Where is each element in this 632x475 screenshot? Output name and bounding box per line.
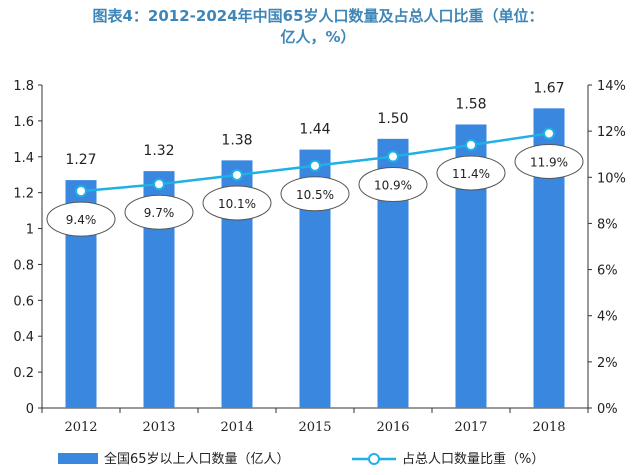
percent-label-ellipse xyxy=(358,167,428,203)
y-right-tick-label: 2% xyxy=(597,356,618,371)
bar-value-label: 1.67 xyxy=(533,80,564,96)
y-left-tick-label: 0.8 xyxy=(13,258,34,273)
y-left-tick-label: 1.2 xyxy=(13,187,34,202)
y-left-tick-label: 0.4 xyxy=(13,330,34,345)
x-tick-label: 2018 xyxy=(532,420,565,435)
bar-value-label: 1.44 xyxy=(299,122,330,138)
x-tick-label: 2015 xyxy=(298,420,331,435)
bar-value-label: 1.32 xyxy=(143,143,174,159)
y-left-tick-label: 0.6 xyxy=(13,294,34,309)
chart-title-line-1: 图表4：2012-2024年中国65岁人口数量及占总人口比重（单位： xyxy=(92,7,544,25)
bar-value-label: 1.50 xyxy=(377,111,408,127)
percent-label-ellipse xyxy=(46,201,116,237)
y-right-tick-label: 8% xyxy=(597,217,618,232)
line-point xyxy=(309,159,321,172)
y-right-tick-label: 10% xyxy=(597,171,626,186)
legend-line-marker xyxy=(368,453,380,465)
percent-value-label: 11.9% xyxy=(530,155,568,169)
y-right-tick-label: 14% xyxy=(597,79,626,94)
legend-bar-label: 全国65岁以上人口数量（亿人） xyxy=(104,451,290,467)
chart-title: 图表4：2012-2024年中国65岁人口数量及占总人口比重（单位： 亿人，%） xyxy=(8,6,628,48)
legend-line-label: 占总人口数量比重（%） xyxy=(402,451,544,467)
x-tick-label: 2013 xyxy=(142,420,175,435)
line-point xyxy=(465,138,477,151)
percent-label-ellipse xyxy=(280,176,350,212)
x-tick-label: 2017 xyxy=(454,420,487,435)
percent-value-label: 9.7% xyxy=(144,206,175,220)
percent-label-ellipse xyxy=(514,143,584,179)
x-tick-label: 2014 xyxy=(220,420,253,435)
percent-value-label: 10.9% xyxy=(374,179,412,193)
line-point xyxy=(543,127,555,140)
x-tick-label: 2012 xyxy=(64,420,97,435)
percent-label-ellipse xyxy=(202,185,272,221)
y-left-tick-label: 0.2 xyxy=(13,366,34,381)
y-left-tick-label: 1.6 xyxy=(13,115,34,130)
percent-label-ellipse xyxy=(436,155,506,191)
y-left-tick-label: 1.4 xyxy=(13,151,34,166)
line-point xyxy=(387,150,399,163)
percent-value-label: 11.4% xyxy=(452,167,490,181)
y-right-tick-label: 0% xyxy=(597,402,618,417)
percent-value-label: 10.1% xyxy=(218,197,256,211)
y-left-tick-label: 1.8 xyxy=(13,79,34,94)
y-right-tick-label: 6% xyxy=(597,264,618,279)
y-right-tick-label: 12% xyxy=(597,125,626,140)
chart-title-line-2: 亿人，%） xyxy=(280,28,356,46)
line-point xyxy=(153,178,165,191)
y-left-tick-label: 1 xyxy=(26,223,34,238)
bar-value-label: 1.38 xyxy=(221,132,252,148)
line-point xyxy=(75,185,87,198)
bar-value-label: 1.27 xyxy=(65,152,96,168)
y-left-tick-label: 0 xyxy=(26,402,34,417)
x-tick-label: 2016 xyxy=(376,420,409,435)
legend-bar-swatch xyxy=(58,453,98,464)
line-point xyxy=(231,168,243,181)
y-right-tick-label: 4% xyxy=(597,310,618,325)
percent-label-ellipse xyxy=(124,194,194,230)
percent-value-label: 10.5% xyxy=(296,188,334,202)
bar-value-label: 1.58 xyxy=(455,96,486,112)
percent-value-label: 9.4% xyxy=(66,213,97,227)
